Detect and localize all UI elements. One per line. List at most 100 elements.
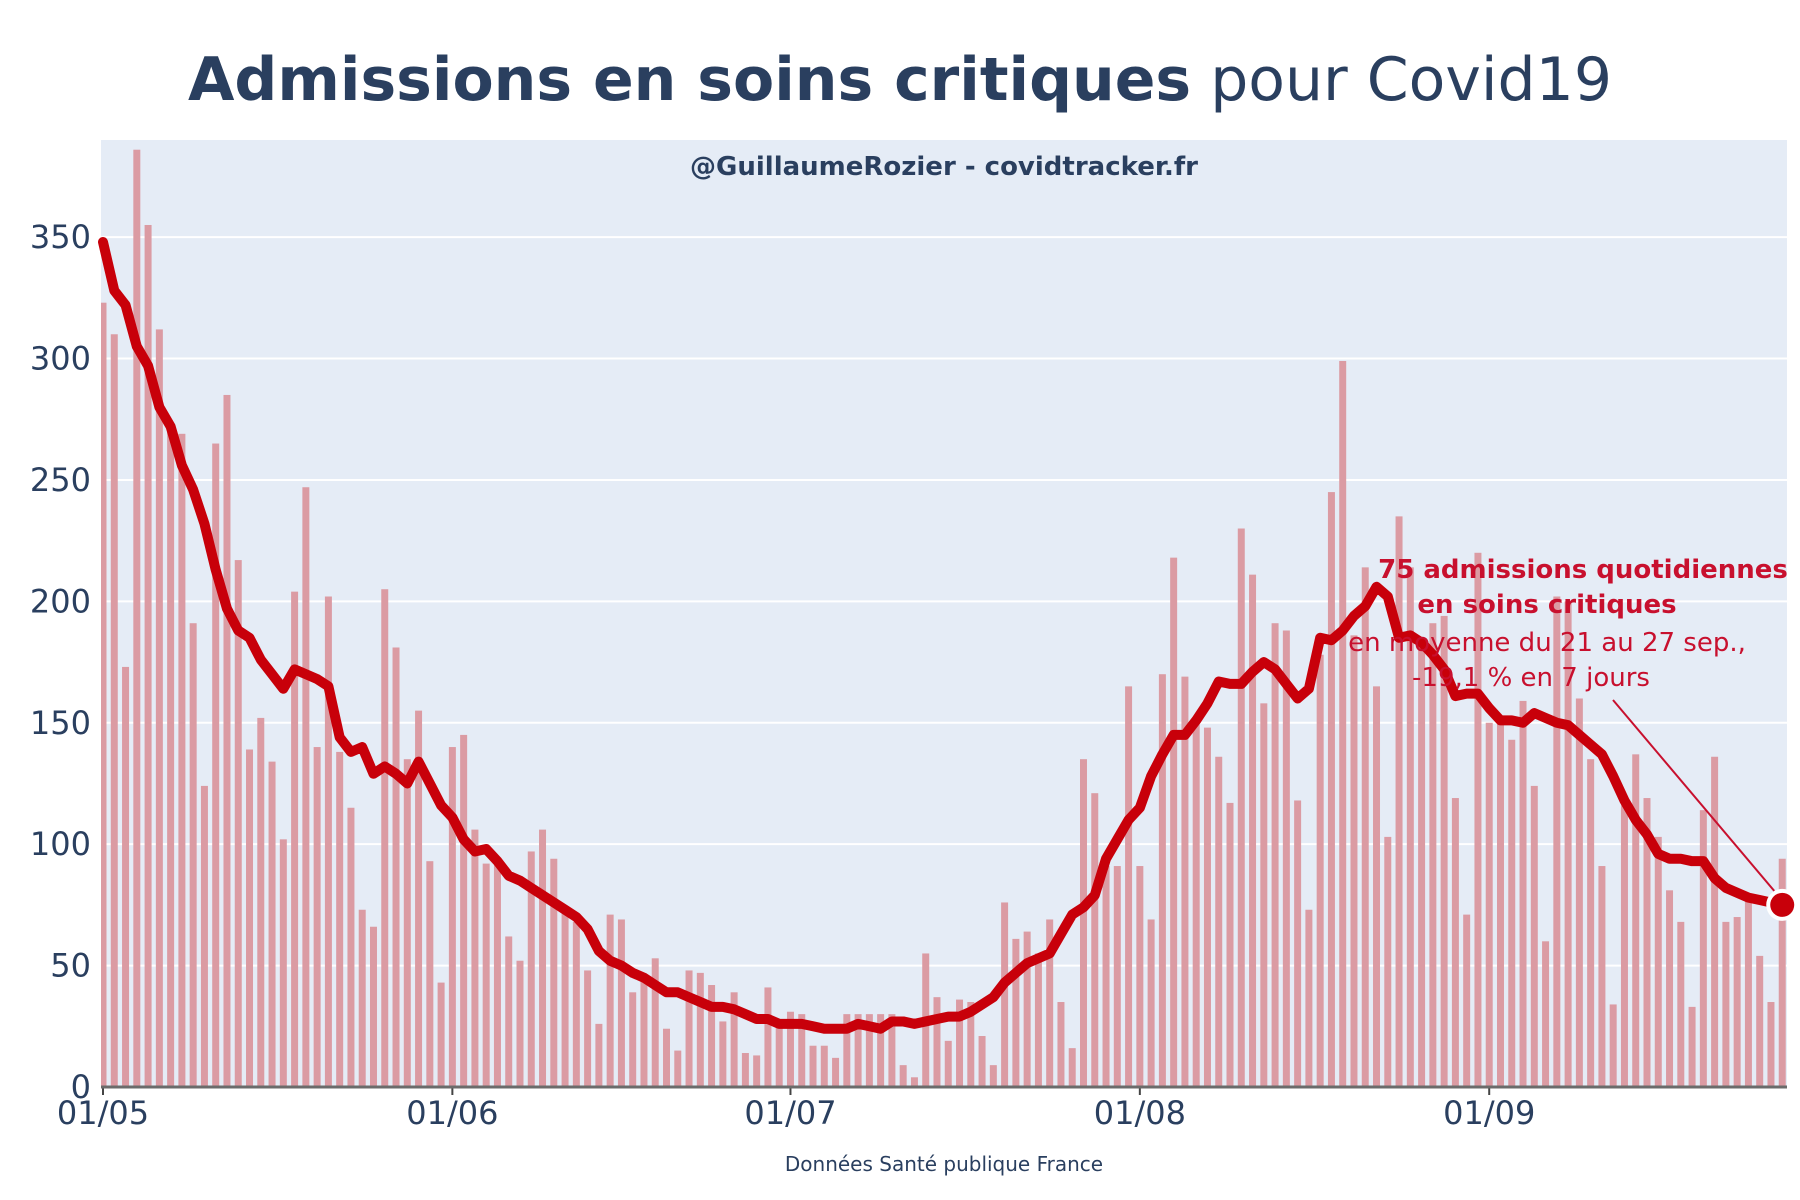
bar	[674, 1050, 682, 1087]
x-tick-label: 01/07	[744, 1094, 836, 1132]
annotation-line-2: en soins critiques	[1417, 590, 1676, 620]
bar	[1496, 722, 1504, 1087]
bar	[561, 907, 569, 1087]
bar	[663, 1028, 670, 1087]
bar	[888, 1014, 896, 1087]
bar	[550, 858, 558, 1087]
bar	[223, 394, 231, 1088]
y-tick-label: 350	[30, 218, 91, 256]
bar	[877, 1014, 885, 1087]
bar	[1744, 897, 1752, 1087]
bar	[606, 914, 614, 1087]
bar	[798, 1014, 806, 1087]
bar	[268, 761, 276, 1087]
bar	[358, 909, 366, 1087]
bar	[730, 992, 738, 1087]
bar	[1451, 798, 1459, 1087]
bar	[482, 863, 490, 1087]
x-tick-label: 01/05	[57, 1094, 149, 1132]
bar	[1756, 955, 1764, 1087]
bar	[1429, 623, 1437, 1087]
bar	[933, 997, 941, 1087]
bar	[539, 829, 547, 1087]
bar	[167, 424, 175, 1088]
x-tick-label: 01/08	[1094, 1094, 1186, 1132]
x-axis-ticks: 01/05 01/06 01/07 01/08 01/09	[57, 1087, 1535, 1132]
bar	[257, 717, 265, 1087]
bar	[1057, 1002, 1065, 1087]
bar	[347, 807, 355, 1087]
chart-title: Admissions en soins critiques pour Covid…	[188, 45, 1612, 115]
bar	[1699, 810, 1707, 1087]
bar	[809, 1045, 817, 1087]
bar	[1125, 686, 1133, 1087]
bar	[1654, 836, 1662, 1087]
bar	[313, 747, 321, 1087]
bar	[189, 623, 197, 1087]
bar	[1226, 802, 1234, 1087]
bar	[1542, 941, 1550, 1087]
x-tick-label: 01/06	[406, 1094, 498, 1132]
bar	[696, 972, 704, 1087]
bar	[944, 1040, 952, 1087]
bar	[1632, 754, 1640, 1087]
bar	[854, 1014, 862, 1087]
bar	[1688, 1006, 1696, 1087]
bar	[178, 433, 186, 1087]
annotation-arrow	[1612, 699, 1775, 892]
bars	[101, 149, 1786, 1088]
bar	[1418, 637, 1426, 1087]
bar	[1102, 866, 1110, 1087]
bar	[336, 751, 344, 1087]
bar	[505, 936, 513, 1087]
bar	[820, 1045, 828, 1087]
bar	[415, 710, 423, 1087]
bar	[1181, 676, 1189, 1087]
annotation-line-1: 75 admissions quotidiennes	[1378, 555, 1788, 585]
highlight-point	[1770, 892, 1795, 917]
bar	[246, 749, 254, 1087]
bar	[1294, 800, 1302, 1087]
bar	[1113, 866, 1121, 1087]
bar	[516, 960, 524, 1087]
bar	[595, 1023, 603, 1087]
bar	[1260, 703, 1268, 1087]
bar	[719, 1021, 727, 1087]
moving-average-line-group	[98, 236, 1799, 1034]
y-tick-label: 300	[30, 340, 91, 378]
bar	[448, 747, 456, 1087]
bar	[1395, 516, 1403, 1087]
bar	[1001, 902, 1009, 1087]
bar	[1091, 793, 1099, 1087]
bar	[392, 647, 400, 1087]
bar	[437, 982, 445, 1087]
bar	[1587, 759, 1595, 1087]
bar	[279, 839, 287, 1087]
annotation: 75 admissions quotidiennes en soins crit…	[1348, 555, 1788, 892]
bar	[1440, 615, 1448, 1087]
bar	[584, 970, 592, 1087]
bar	[1474, 552, 1482, 1087]
bar	[101, 302, 107, 1087]
bar	[832, 1057, 840, 1087]
bar	[1485, 722, 1493, 1087]
bar	[1192, 722, 1200, 1087]
bar	[786, 1011, 794, 1087]
bar	[843, 1014, 851, 1087]
chart-title-bold: Admissions en soins critiques	[188, 45, 1191, 115]
y-tick-label: 0	[71, 1068, 91, 1106]
bar	[651, 958, 659, 1087]
bar	[1012, 938, 1020, 1087]
bar	[1249, 574, 1257, 1087]
bar	[1564, 601, 1572, 1087]
y-tick-label: 50	[50, 947, 91, 985]
annotation-line-3: en moyenne du 21 au 27 sep.,	[1348, 628, 1746, 658]
bar	[1677, 921, 1685, 1087]
bar	[1778, 858, 1786, 1087]
bar	[1575, 698, 1583, 1087]
bar	[133, 149, 141, 1087]
bar	[1316, 654, 1324, 1087]
bar	[200, 785, 208, 1087]
bar	[865, 1014, 873, 1087]
